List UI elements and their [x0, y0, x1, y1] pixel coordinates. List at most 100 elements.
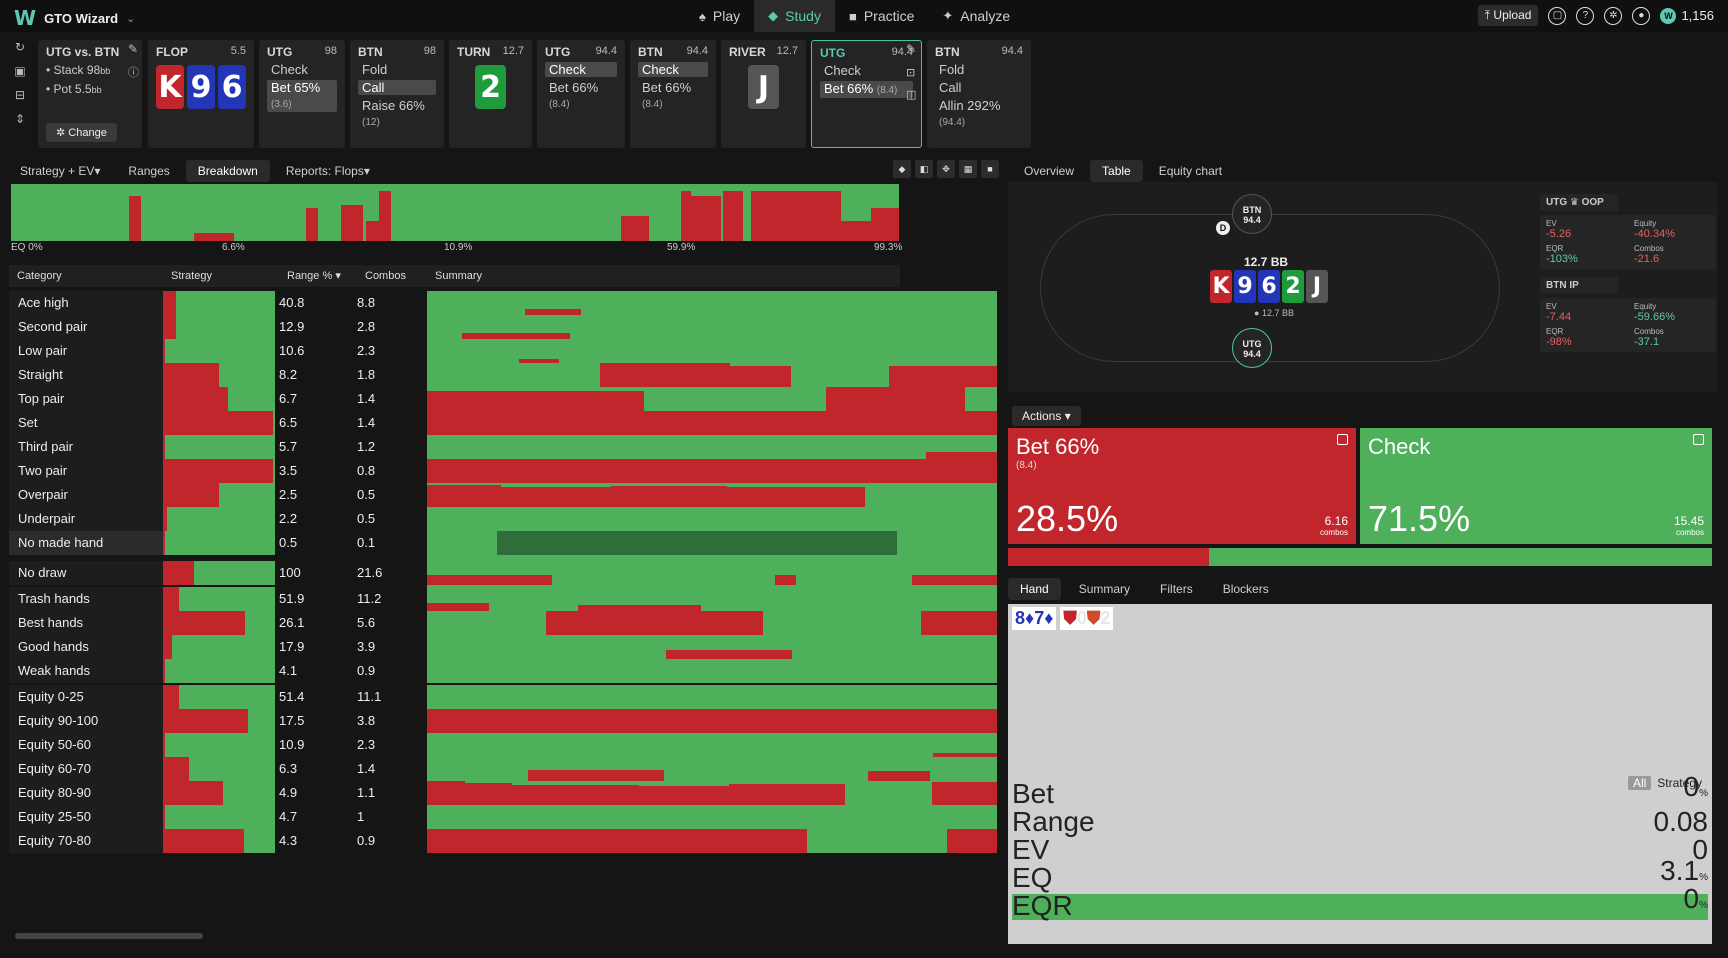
left-tab-1[interactable]: Ranges — [116, 160, 181, 182]
bottom-tab-3[interactable]: Blockers — [1211, 578, 1281, 600]
table-row[interactable]: Weak hands 4.1 0.9 — [9, 659, 997, 683]
hand-cards[interactable]: 8♦7♦ — [1012, 607, 1057, 630]
table-row[interactable]: Equity 60-70 6.3 1.4 — [9, 757, 997, 781]
action-option[interactable]: Raise 66% (12) — [358, 98, 436, 130]
left-tab-2[interactable]: Breakdown — [185, 160, 270, 182]
nav-study[interactable]: ◆ Study — [754, 0, 835, 32]
gear-icon[interactable]: ✲ — [1604, 6, 1623, 25]
node-river[interactable]: RIVER 12.7 J — [721, 40, 806, 148]
node-btn[interactable]: BTN 94.4 Check Bet 66% (8.4) — [630, 40, 716, 148]
table-row[interactable]: Set 6.5 1.4 — [9, 411, 997, 435]
node-utg[interactable]: UTG 94.4 Check Bet 66% (8.4) — [537, 40, 625, 148]
action-option[interactable]: Call — [935, 80, 1023, 95]
table-row[interactable]: Equity 80-90 4.9 1.1 — [9, 781, 997, 805]
table-row[interactable]: Underpair 2.2 0.5 — [9, 507, 997, 531]
car-icon[interactable]: ⊟ — [14, 88, 26, 102]
actions-dropdown[interactable]: Actions ▾ — [1012, 406, 1081, 426]
action-option[interactable]: Check — [820, 63, 913, 78]
table-row[interactable]: Straight 8.2 1.8 — [9, 363, 997, 387]
node-utg[interactable]: UTG 94.4 Check Bet 66% (8.4) — [811, 40, 922, 148]
table-row[interactable]: Third pair 5.7 1.2 — [9, 435, 997, 459]
horizontal-scrollbar[interactable] — [15, 933, 203, 939]
action-option[interactable]: Fold — [935, 62, 1023, 77]
coins-counter[interactable]: W 1,156 — [1660, 7, 1714, 24]
screenshot-icon[interactable]: ▢ — [1548, 6, 1567, 25]
node-btn[interactable]: BTN 94.4 Fold Call Allin 292% (94.4) — [927, 40, 1031, 148]
edit-icon[interactable]: ✎ — [128, 42, 139, 56]
table-row[interactable]: No made hand 0.5 0.1 — [9, 531, 997, 587]
right-tab-1[interactable]: Table — [1090, 160, 1143, 182]
bottom-tab-1[interactable]: Summary — [1067, 578, 1142, 600]
bottom-tab-0[interactable]: Hand — [1008, 578, 1061, 600]
header-range[interactable]: Range % ▾ — [279, 265, 357, 287]
table-row[interactable]: Ace high 40.8 8.8 — [9, 291, 997, 315]
help-icon[interactable]: ? — [1576, 6, 1595, 25]
table-row[interactable]: Equity 70-80 4.3 0.9 — [9, 829, 997, 853]
upload-button[interactable]: ⤒ Upload — [1477, 5, 1539, 26]
action-option[interactable]: Check — [545, 62, 617, 77]
action-option[interactable]: Bet 66% (8.4) — [820, 81, 913, 98]
left-tab-3[interactable]: Reports: Flops ▾ — [285, 164, 370, 178]
toggle-strategy[interactable]: Strategy — [1657, 776, 1702, 790]
expand-icon[interactable]: ⇕ — [14, 112, 26, 126]
node-btn[interactable]: BTN 98 Fold Call Raise 66% (12) — [350, 40, 444, 148]
right-tab-2[interactable]: Equity chart — [1147, 160, 1234, 182]
table-row[interactable]: Best hands 26.1 5.6 — [9, 611, 997, 635]
table-row[interactable]: Low pair 10.6 2.3 — [9, 339, 997, 363]
change-button[interactable]: ✲ Change — [46, 123, 117, 142]
header-category[interactable]: Category — [17, 270, 62, 282]
edit-icon[interactable]: ✎ — [906, 42, 917, 56]
table-row[interactable]: Good hands 17.9 3.9 — [9, 635, 997, 659]
info-icon[interactable]: ⓘ — [128, 67, 139, 79]
view-square-icon[interactable]: ■ — [981, 160, 999, 178]
action-option[interactable]: Call — [358, 80, 436, 95]
nav-practice[interactable]: ■ Practice — [835, 0, 928, 32]
save-icon[interactable]: ▣ — [14, 64, 26, 78]
table-row[interactable]: Second pair 12.9 2.8 — [9, 315, 997, 339]
reset-icon[interactable]: ↻ — [14, 40, 26, 54]
action-option[interactable]: Check — [267, 62, 337, 77]
table-row[interactable]: Equity 0-25 51.4 11.1 — [9, 685, 997, 709]
table-row[interactable]: Overpair 2.5 0.5 — [9, 483, 997, 507]
table-row[interactable]: Equity 25-50 4.7 1 — [9, 805, 997, 829]
view-combos-icon[interactable]: ◆ — [893, 160, 911, 178]
action-option[interactable]: Bet 66% (8.4) — [638, 80, 708, 112]
nav-play[interactable]: ♠ Play — [685, 0, 754, 32]
action-option[interactable]: Fold — [358, 62, 436, 77]
seat-btn[interactable]: BTN 94.4 — [1232, 194, 1272, 234]
node-turn[interactable]: TURN 12.7 2 — [449, 40, 532, 148]
logo[interactable]: W GTO Wizard ⌄ — [14, 6, 135, 30]
action-option[interactable]: Bet 65% (3.6) — [267, 80, 337, 112]
compare-icon[interactable]: ◫ — [906, 89, 917, 101]
table-row[interactable]: No draw 100 21.6 — [9, 561, 997, 585]
check-action-box[interactable]: Check 71.5% 15.45 combos — [1360, 428, 1712, 544]
seat-utg[interactable]: UTG 94.4 — [1232, 328, 1272, 368]
bottom-tab-2[interactable]: Filters — [1148, 578, 1205, 600]
bet-action-box[interactable]: Bet 66% (8.4) 28.5% 6.16 combos — [1008, 428, 1356, 544]
table-row[interactable]: Trash hands 51.9 11.2 — [9, 587, 997, 611]
action-option[interactable]: Bet 66% (8.4) — [545, 80, 617, 112]
node-name: RIVER — [729, 45, 766, 59]
view-move-icon[interactable]: ✥ — [937, 160, 955, 178]
table-row[interactable]: Top pair 6.7 1.4 — [9, 387, 997, 411]
header-strategy[interactable]: Strategy — [171, 270, 212, 282]
note-icon[interactable] — [1337, 434, 1348, 445]
view-split-icon[interactable]: ◧ — [915, 160, 933, 178]
lock-icon[interactable]: ⊡ — [906, 67, 916, 79]
node-flop[interactable]: FLOP 5.5 K 9 6 — [148, 40, 254, 148]
table-row[interactable]: Two pair 3.5 0.8 — [9, 459, 997, 483]
right-tab-0[interactable]: Overview — [1012, 160, 1086, 182]
note-icon[interactable] — [1693, 434, 1704, 445]
action-option[interactable]: Check — [638, 62, 708, 77]
table-row[interactable]: Equity 90-100 17.5 3.8 — [9, 709, 997, 733]
account-icon[interactable]: ● — [1632, 6, 1651, 25]
table-row[interactable]: Equity 50-60 10.9 2.3 — [9, 733, 997, 757]
toggle-all[interactable]: All — [1627, 776, 1652, 790]
left-tab-0[interactable]: Strategy + EV ▾ — [20, 164, 101, 178]
header-combos[interactable]: Combos — [365, 270, 406, 282]
node-utg[interactable]: UTG 98 Check Bet 65% (3.6) — [259, 40, 345, 148]
view-grid-icon[interactable]: ▦ — [959, 160, 977, 178]
nav-analyze[interactable]: ✦ Analyze — [928, 0, 1024, 32]
action-option[interactable]: Allin 292% (94.4) — [935, 98, 1023, 130]
header-summary[interactable]: Summary — [435, 270, 483, 282]
